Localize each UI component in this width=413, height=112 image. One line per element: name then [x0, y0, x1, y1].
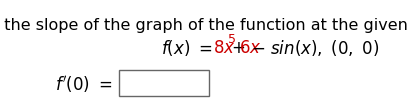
- Text: $f'(0)\ =$: $f'(0)\ =$: [55, 74, 112, 95]
- Text: $\mathit{6x}$: $\mathit{6x}$: [239, 39, 261, 57]
- Text: $\mathit{5}$: $\mathit{5}$: [226, 33, 235, 46]
- Text: $+$: $+$: [231, 39, 245, 57]
- Text: $\mathit{8x}$: $\mathit{8x}$: [212, 39, 235, 57]
- Text: Find the slope of the graph of the function at the given point.: Find the slope of the graph of the funct…: [0, 18, 413, 33]
- FancyBboxPatch shape: [119, 70, 209, 96]
- Text: $-\ \mathit{sin}(\mathit{x}),\ (0,\ 0)$: $-\ \mathit{sin}(\mathit{x}),\ (0,\ 0)$: [251, 38, 379, 58]
- Text: $\mathit{f}(\mathit{x})\ =\ $: $\mathit{f}(\mathit{x})\ =\ $: [160, 38, 212, 58]
